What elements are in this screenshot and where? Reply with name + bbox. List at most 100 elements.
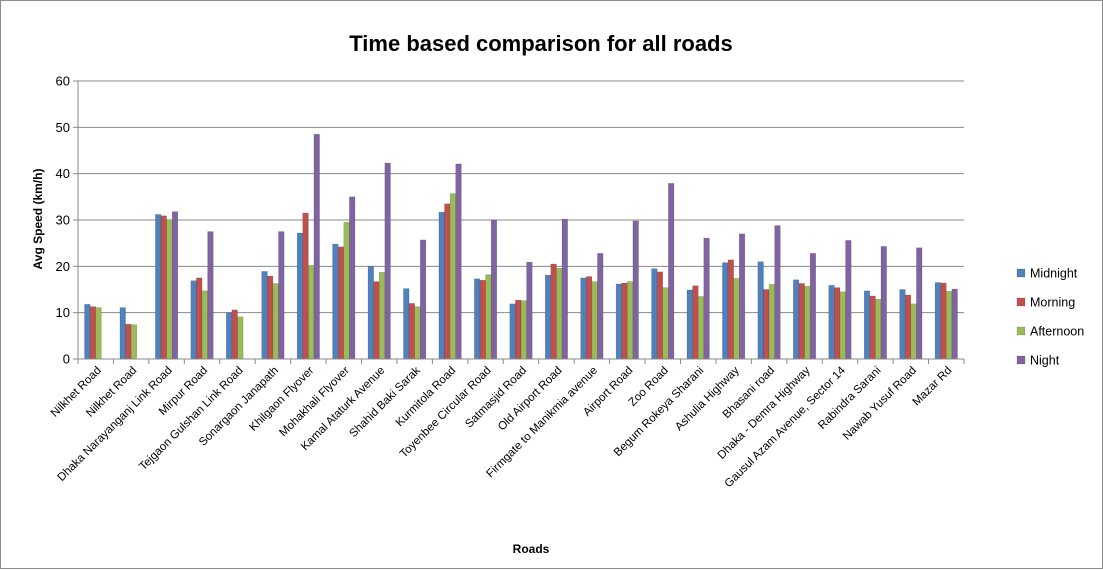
bar-midnight xyxy=(651,268,658,360)
bar-morning xyxy=(621,282,628,360)
bar-morning xyxy=(763,289,770,360)
bar-midnight xyxy=(544,274,552,360)
legend-label-morning: Morning xyxy=(1030,296,1075,310)
bar-morning xyxy=(727,259,734,360)
bar-afternoon xyxy=(272,283,279,360)
bar-afternoon xyxy=(662,287,669,360)
y-tick-label: 40 xyxy=(56,166,70,181)
bar-afternoon xyxy=(910,303,917,360)
legend-label-afternoon: Afternoon xyxy=(1030,325,1084,339)
bar-midnight xyxy=(438,211,445,360)
bar-midnight xyxy=(686,289,693,360)
bar-afternoon xyxy=(378,272,386,360)
bar-midnight xyxy=(367,266,374,360)
bar-night xyxy=(632,220,639,360)
bar-midnight xyxy=(580,277,587,360)
y-tick-label: 50 xyxy=(56,120,70,135)
bar-afternoon xyxy=(308,265,315,360)
bar-midnight xyxy=(226,312,233,360)
bar-morning xyxy=(89,306,96,360)
y-axis-title: Avg Speed (km/h) xyxy=(31,169,45,270)
bar-afternoon xyxy=(520,300,527,360)
bar-afternoon xyxy=(485,274,492,360)
bar-midnight xyxy=(155,214,162,360)
bar-night xyxy=(526,261,533,360)
bar-morning xyxy=(834,287,841,360)
bar-afternoon xyxy=(414,306,421,360)
bar-morning xyxy=(408,303,415,360)
bar-afternoon xyxy=(201,290,208,360)
y-tick-label: 30 xyxy=(56,213,70,228)
bar-night xyxy=(420,239,427,360)
bar-afternoon xyxy=(839,291,846,360)
bar-afternoon xyxy=(130,324,138,360)
x-tick-label: Khilgaon Flyover xyxy=(247,365,316,434)
bar-night xyxy=(207,231,214,360)
bar-morning xyxy=(869,295,876,360)
bar-morning xyxy=(125,324,132,360)
y-tick-labels: 0 10 20 30 40 50 60 xyxy=(56,74,70,367)
bar-night xyxy=(597,253,604,360)
bar-morning xyxy=(940,282,947,360)
bar-morning xyxy=(656,271,664,360)
bar-morning xyxy=(373,281,380,360)
bar-midnight xyxy=(722,262,729,360)
bar-night xyxy=(880,246,887,360)
bar-morning xyxy=(798,283,805,360)
y-tick-label: 60 xyxy=(56,74,70,89)
bar-midnight xyxy=(332,243,339,360)
bar-night xyxy=(951,288,958,360)
bar-midnight xyxy=(793,279,800,360)
bar-morning xyxy=(550,263,557,360)
bar-night xyxy=(774,225,781,360)
bar-morning xyxy=(337,246,345,360)
y-tick-label: 0 xyxy=(63,352,70,367)
bar-morning xyxy=(586,276,593,360)
bar-night xyxy=(668,183,675,360)
bar-morning xyxy=(479,279,486,360)
bar-midnight xyxy=(296,232,304,360)
bar-night xyxy=(845,240,852,360)
x-tick-label: Ashulia Highway xyxy=(673,364,742,433)
bar-morning xyxy=(196,277,203,360)
x-tick-label: Mazar Rd xyxy=(911,365,955,409)
x-axis-title: Roads xyxy=(513,542,550,556)
axes xyxy=(73,80,965,364)
x-tick-label: Old Airport Road xyxy=(496,365,565,434)
gridlines xyxy=(78,80,964,314)
bar-morning xyxy=(160,215,167,360)
bar-night xyxy=(916,247,923,360)
bar-afternoon xyxy=(237,316,244,360)
bar-afternoon xyxy=(627,281,634,360)
legend-swatch-night xyxy=(1016,355,1026,365)
bar-night xyxy=(313,134,320,360)
bar-midnight xyxy=(119,307,126,360)
bar-morning xyxy=(904,294,912,360)
x-tick-label: Rabindra Sarani xyxy=(816,365,883,432)
y-tick-label: 20 xyxy=(56,259,70,274)
x-tick-label: Satmasjid Road xyxy=(463,365,529,431)
bar-night xyxy=(738,233,746,360)
legend: Midnight Morning Afternoon Night xyxy=(1016,267,1084,368)
bar-midnight xyxy=(84,304,91,360)
y-tick-label: 10 xyxy=(56,305,70,320)
bar-afternoon xyxy=(733,278,740,360)
bar-afternoon xyxy=(166,219,173,360)
bar-morning xyxy=(515,299,522,360)
bar-afternoon xyxy=(449,193,456,360)
legend-swatch-afternoon xyxy=(1016,326,1026,336)
bar-morning xyxy=(267,275,274,360)
bar-midnight xyxy=(509,303,516,360)
bar-night xyxy=(278,231,285,360)
bar-midnight xyxy=(190,280,197,360)
bar-midnight xyxy=(261,271,268,360)
bar-midnight xyxy=(403,288,410,360)
bar-afternoon xyxy=(875,298,882,360)
bar-morning xyxy=(692,285,699,360)
bar-afternoon xyxy=(697,296,705,360)
bar-midnight xyxy=(899,289,906,360)
bar-midnight xyxy=(828,285,835,360)
chart-title: Time based comparison for all roads xyxy=(349,31,733,56)
bar-afternoon xyxy=(556,267,563,360)
